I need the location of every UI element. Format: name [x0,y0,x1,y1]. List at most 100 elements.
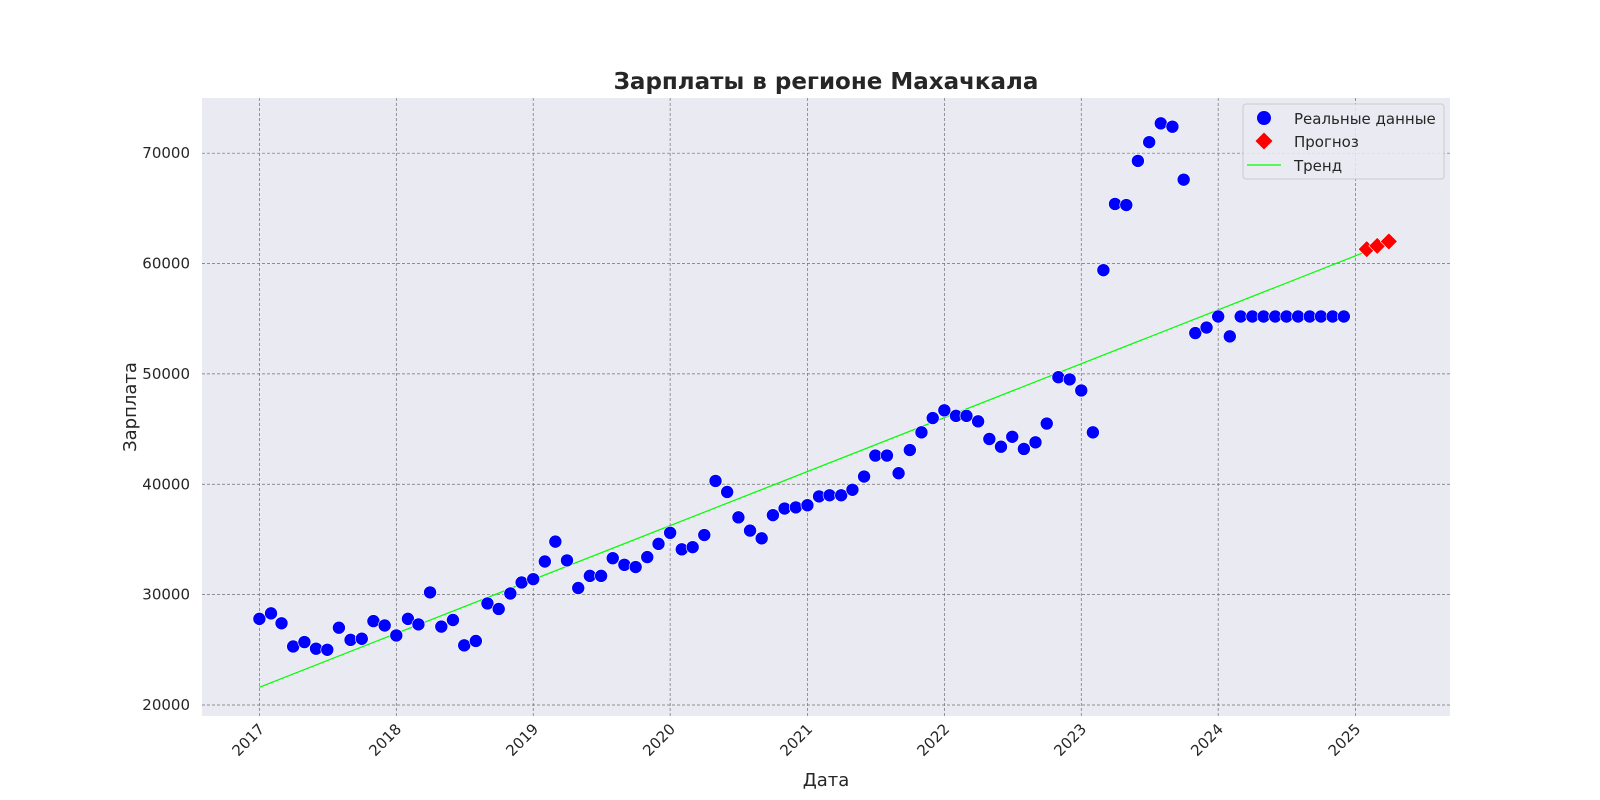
data-point-real [891,466,906,481]
chart-title: Зарплаты в регионе Махачкала [614,69,1039,95]
data-point-real [1142,135,1156,149]
y-tick-label: 20000 [142,696,190,714]
data-point-real [1119,198,1134,212]
legend-label-forecast: Прогноз [1294,133,1359,151]
data-point-real [937,403,952,418]
y-tick-label: 50000 [142,365,190,383]
grid [202,98,1450,716]
trend-line [259,250,1367,688]
data-point-real [640,550,655,564]
data-point-real [605,551,620,565]
y-tick-label: 70000 [142,144,190,162]
data-point-real [1279,309,1294,324]
data-point-real [274,616,289,631]
legend-box [1242,103,1445,180]
y-axis-label: Зарплата [120,362,141,452]
data-point-real [789,500,803,515]
data-point-real [834,488,848,503]
data-point-real [1131,154,1145,168]
x-axis-label: Дата [803,770,850,791]
data-point-real [297,635,312,649]
data-point-real [1176,172,1191,187]
data-point-real [320,642,335,657]
data-point-real [914,425,929,440]
data-point-real [1256,309,1271,324]
data-point-real [903,443,917,457]
data-point-real [594,569,608,583]
data-point-real [1291,309,1305,324]
data-point-real [880,448,894,463]
data-point-real [434,619,449,634]
data-point-real [1074,383,1089,398]
legend-label-real: Реальные данные [1294,110,1436,128]
data-point-real [514,575,529,590]
data-point-real [1233,309,1248,324]
data-point-real [423,585,437,600]
data-point-real [651,537,666,551]
data-point-real [720,485,734,499]
data-point-real [401,612,415,626]
data-point-real [617,558,632,572]
data-point-real [925,411,940,425]
data-point-real [1005,429,1020,444]
data-point-real [1314,309,1328,324]
data-point-real [663,526,677,540]
data-point-real [1165,119,1180,134]
y-tick-label: 30000 [142,586,190,604]
data-point-real [1062,372,1077,387]
data-point-real [571,581,586,595]
data-point-real [332,620,346,635]
data-point-real [868,448,883,463]
data-point-real [480,596,495,611]
data-point-real [822,488,837,503]
data-point-real [411,617,426,632]
data-point-real [857,469,871,484]
legend-marker-real [1257,111,1271,125]
data-point-real [503,586,518,601]
data-point-real [457,638,472,653]
y-tick-label: 60000 [142,255,190,273]
data-point-real [754,531,769,546]
data-point-real [766,508,780,522]
data-point-real [1039,416,1054,431]
data-point-real [731,510,746,525]
trend-layer [259,250,1367,688]
data-point-real [252,612,267,626]
data-point-real [1017,442,1031,456]
data-point-real [971,414,985,429]
data-point-real [469,634,483,648]
data-point-real [800,498,815,513]
data-point-real [538,554,552,569]
legend: Реальные данные Прогноз Тренд [1242,103,1445,180]
data-point-real [548,534,563,549]
data-point-real [1223,329,1237,344]
data-point-real [560,553,574,568]
legend-label-trend: Тренд [1293,157,1342,175]
data-point-real [994,439,1008,454]
data-point-real [845,482,860,497]
data-point-real [264,606,278,621]
points-layer [252,116,1398,657]
data-point-real [708,474,723,488]
data-point-real [743,523,757,538]
data-point-real [526,572,541,586]
y-tick-label: 40000 [142,475,190,493]
data-point-real [389,628,404,643]
data-point-real [1153,116,1168,131]
data-point-real [354,631,369,646]
data-point-real [1211,309,1225,324]
data-point-real [685,540,700,554]
data-point-real [697,528,712,542]
data-point-forecast [1379,232,1398,251]
data-point-real [982,432,997,446]
data-point-real [1096,263,1111,277]
data-point-real [1199,320,1214,335]
data-point-real [959,409,974,423]
data-point-real [1028,435,1043,450]
data-point-real [1337,309,1351,324]
data-point-real [1188,326,1203,340]
data-point-real [628,560,643,574]
data-point-real [1051,370,1066,385]
